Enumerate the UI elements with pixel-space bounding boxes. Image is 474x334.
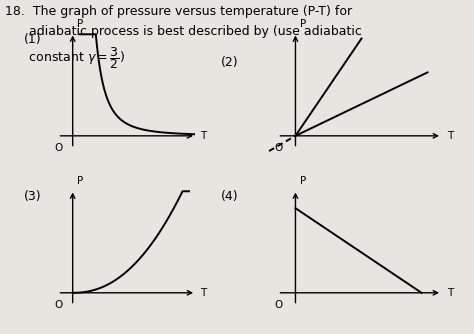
Text: adiabatic process is best described by (use adiabatic: adiabatic process is best described by (… xyxy=(5,25,362,38)
Text: T: T xyxy=(200,288,206,298)
Text: O: O xyxy=(274,143,283,153)
Text: (3): (3) xyxy=(24,190,42,203)
Text: T: T xyxy=(200,131,206,141)
Text: 18.  The graph of pressure versus temperature (P-T) for: 18. The graph of pressure versus tempera… xyxy=(5,5,352,18)
Text: constant $\gamma = \dfrac{3}{2}$): constant $\gamma = \dfrac{3}{2}$) xyxy=(5,45,125,71)
Text: O: O xyxy=(55,143,63,153)
Text: O: O xyxy=(55,300,63,310)
Text: O: O xyxy=(274,300,283,310)
Text: (1): (1) xyxy=(24,33,42,46)
Text: T: T xyxy=(447,288,453,298)
Text: (4): (4) xyxy=(221,190,238,203)
Text: P: P xyxy=(300,19,307,29)
Text: P: P xyxy=(300,176,307,186)
Text: T: T xyxy=(447,131,453,141)
Text: P: P xyxy=(77,176,83,186)
Text: (2): (2) xyxy=(221,56,238,69)
Text: P: P xyxy=(77,19,83,29)
